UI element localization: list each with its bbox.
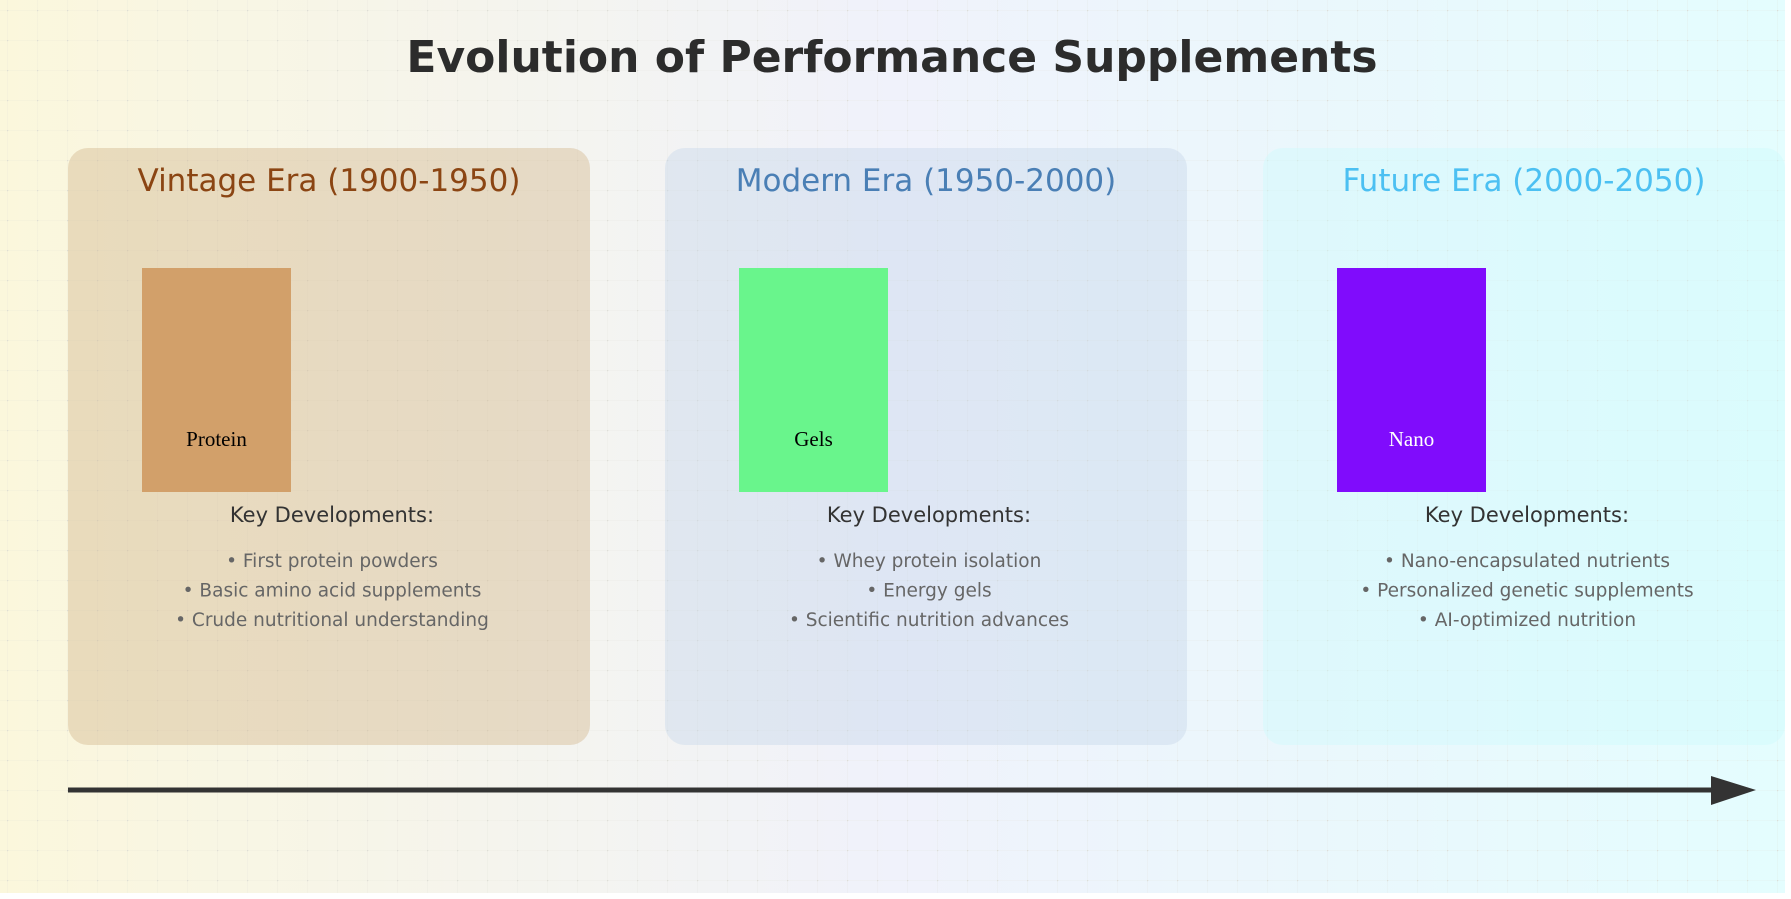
eras: Vintage Era (1900-1950) Protein Key Develo… [68, 148, 1785, 745]
era-panel-vintage: Vintage Era (1900-1950) Protein Key Develo… [68, 148, 590, 745]
development-item: • Nano-encapsulated nutrients [1384, 551, 1670, 572]
development-item: • First protein powders [226, 551, 438, 572]
product-label: Protein [186, 427, 247, 451]
arrow-head-icon [1711, 776, 1756, 805]
development-item: • Whey protein isolation [817, 551, 1042, 572]
developments-heading: Key Developments: [230, 503, 434, 527]
era-panel-modern: Modern Era (1950-2000) Gels Key Developmen… [665, 148, 1187, 745]
era-panel-future: Future Era (2000-2050) Nano Key Developmen… [1263, 148, 1785, 745]
developments-list: • Nano-encapsulated nutrients • Personali… [1360, 551, 1693, 631]
developments-list: • Whey protein isolation • Energy gels • S… [789, 551, 1069, 631]
development-item: • AI-optimized nutrition [1418, 610, 1636, 631]
development-item: • Personalized genetic supplements [1360, 581, 1693, 602]
era-title: Modern Era (1950-2000) [736, 163, 1117, 199]
era-title: Future Era (2000-2050) [1343, 163, 1706, 199]
development-item: • Crude nutritional understanding [175, 610, 489, 631]
product-label: Nano [1389, 427, 1435, 451]
developments-heading: Key Developments: [827, 503, 1031, 527]
development-item: • Energy gels [866, 581, 991, 602]
era-title: Vintage Era (1900-1950) [138, 163, 521, 199]
development-item: • Basic amino acid supplements [183, 581, 482, 602]
product-package [739, 268, 888, 492]
product-nano: Nano [1337, 268, 1486, 492]
product-package [142, 268, 291, 492]
developments-list: • First protein powders • Basic amino aci… [175, 551, 489, 631]
development-item: • Scientific nutrition advances [789, 610, 1069, 631]
developments-heading: Key Developments: [1425, 503, 1629, 527]
product-package [1337, 268, 1486, 492]
product-protein: Protein [142, 268, 291, 492]
timeline-arrow [68, 776, 1756, 805]
page-title: Evolution of Performance Supplements [406, 32, 1377, 83]
product-label: Gels [794, 427, 833, 451]
product-gels: Gels [739, 268, 888, 492]
